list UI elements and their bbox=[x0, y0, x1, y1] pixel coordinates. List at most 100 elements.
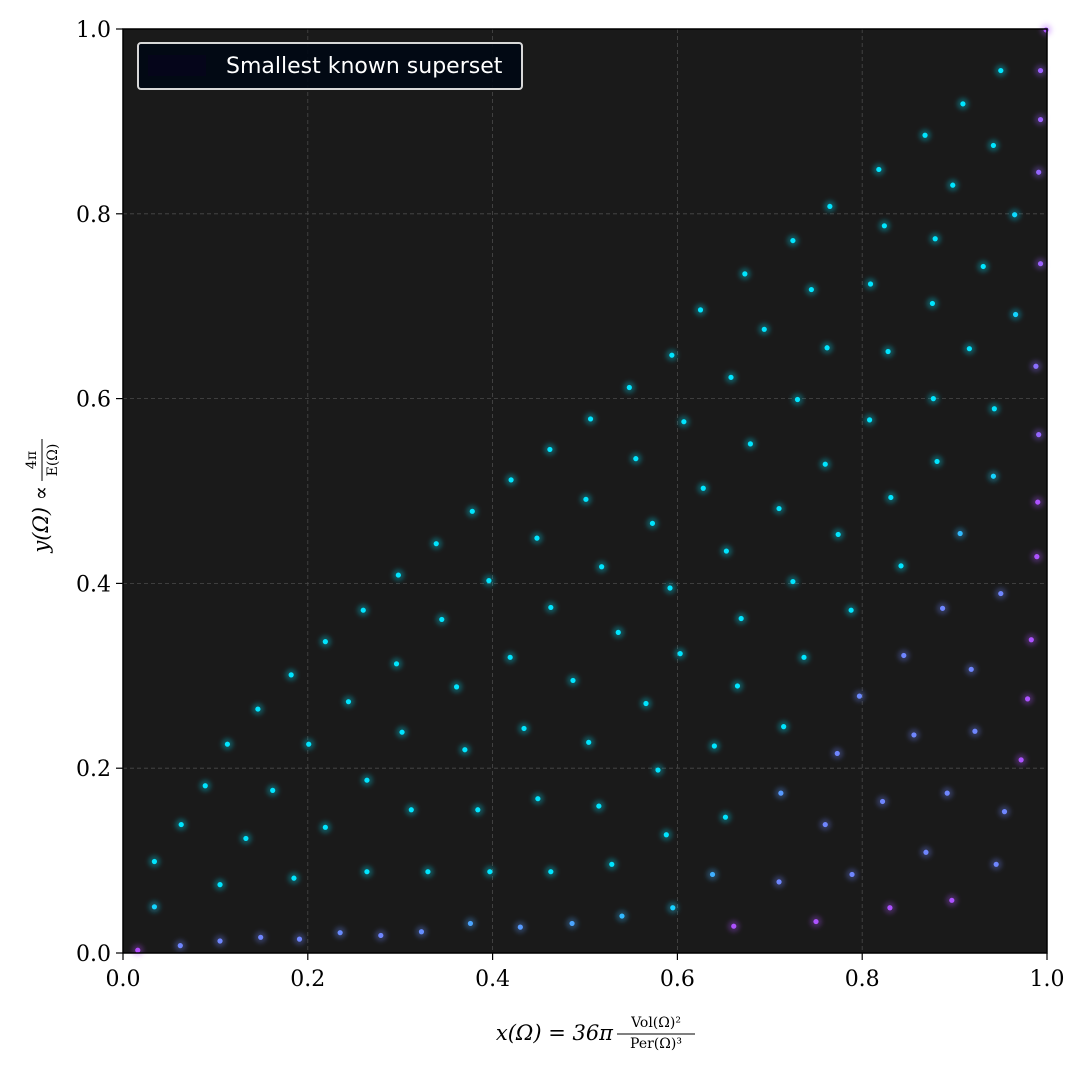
data-point bbox=[251, 703, 264, 716]
data-point bbox=[450, 680, 463, 693]
y-axis-label-lhs: y(Ω) ∝ bbox=[29, 486, 53, 554]
data-point bbox=[405, 803, 418, 816]
data-point bbox=[945, 894, 958, 907]
legend: Smallest known superset bbox=[137, 42, 523, 90]
data-point-dot bbox=[1036, 169, 1042, 175]
data-point-dot bbox=[547, 446, 553, 453]
data-point bbox=[878, 219, 891, 232]
data-point-dot bbox=[599, 564, 605, 570]
x-tick-label: 0.2 bbox=[290, 967, 325, 992]
data-point-dot bbox=[922, 132, 928, 138]
data-point bbox=[374, 929, 387, 942]
data-point-dot bbox=[1035, 499, 1041, 505]
data-point bbox=[483, 865, 496, 878]
data-point bbox=[797, 651, 810, 664]
data-point-dot bbox=[944, 790, 950, 796]
data-point bbox=[131, 944, 144, 957]
y-axis-label: y(Ω) ∝ 4π E(Ω) bbox=[24, 439, 61, 554]
x-axis-label-denominator: Per(Ω)³ bbox=[630, 1036, 682, 1052]
data-point bbox=[482, 574, 495, 587]
data-point-dot bbox=[306, 741, 312, 747]
data-point bbox=[518, 722, 531, 735]
data-point bbox=[660, 828, 673, 841]
data-point bbox=[773, 875, 786, 888]
data-point bbox=[777, 720, 790, 733]
data-point-dot bbox=[990, 473, 997, 479]
data-point bbox=[1009, 308, 1022, 321]
data-point-dot bbox=[609, 861, 615, 867]
data-point bbox=[821, 341, 834, 354]
data-point-dot bbox=[711, 743, 717, 749]
data-point bbox=[319, 635, 332, 648]
x-tick-label: 1.0 bbox=[1030, 967, 1065, 992]
data-point bbox=[724, 371, 737, 384]
data-point bbox=[946, 179, 959, 192]
data-point bbox=[1034, 257, 1047, 270]
data-point bbox=[791, 393, 804, 406]
data-point-dot bbox=[781, 724, 787, 730]
x-tick-label: 0.4 bbox=[475, 967, 510, 992]
data-point-dot bbox=[709, 871, 716, 878]
data-point-dot bbox=[790, 578, 796, 585]
data-point bbox=[435, 613, 448, 626]
data-point bbox=[148, 900, 161, 913]
data-point-dot bbox=[1037, 261, 1044, 267]
data-point bbox=[319, 821, 332, 834]
data-point bbox=[543, 443, 556, 456]
data-point-dot bbox=[395, 572, 401, 578]
data-point bbox=[584, 412, 597, 425]
data-point-dot bbox=[939, 605, 946, 611]
data-point bbox=[1030, 550, 1043, 563]
x-tick-label: 0.0 bbox=[106, 967, 141, 992]
data-point-dot bbox=[731, 923, 737, 929]
data-point bbox=[744, 437, 757, 450]
data-point bbox=[396, 726, 409, 739]
data-point-dot bbox=[649, 520, 656, 526]
data-point-dot bbox=[378, 932, 384, 939]
grid-lines bbox=[123, 29, 1047, 953]
data-point-dot bbox=[930, 396, 936, 402]
y-axis-label-denominator: E(Ω) bbox=[45, 444, 61, 477]
data-point bbox=[994, 587, 1007, 600]
data-point bbox=[664, 582, 677, 595]
data-point-dot bbox=[475, 807, 481, 813]
data-point bbox=[646, 517, 659, 530]
data-point-dot bbox=[966, 346, 972, 352]
data-point bbox=[994, 64, 1007, 77]
data-point bbox=[1031, 496, 1044, 509]
data-point bbox=[805, 283, 818, 296]
data-point bbox=[941, 787, 954, 800]
data-point bbox=[998, 805, 1011, 818]
data-point-dot bbox=[1001, 809, 1008, 815]
data-point bbox=[334, 926, 347, 939]
data-point bbox=[731, 679, 744, 692]
data-point-dot bbox=[960, 101, 966, 107]
data-point bbox=[1029, 360, 1042, 373]
data-point bbox=[965, 663, 978, 676]
data-point bbox=[666, 901, 679, 914]
data-point bbox=[1015, 753, 1028, 766]
data-point bbox=[148, 855, 161, 868]
data-point bbox=[360, 865, 373, 878]
data-point-dot bbox=[433, 541, 439, 547]
data-point-dot bbox=[980, 263, 986, 270]
data-point-dot bbox=[217, 938, 223, 944]
y-tick-label: 0.6 bbox=[76, 388, 111, 413]
y-tick-label: 0.0 bbox=[76, 942, 111, 967]
data-point-dot bbox=[1012, 212, 1018, 218]
data-point-dot bbox=[439, 616, 445, 623]
data-point-dot bbox=[425, 869, 431, 875]
data-point-dot bbox=[835, 531, 841, 538]
data-point-dot bbox=[885, 348, 891, 355]
data-point bbox=[927, 392, 940, 405]
data-point-dot bbox=[521, 725, 527, 732]
data-point bbox=[623, 381, 636, 394]
data-point-dot bbox=[697, 307, 704, 313]
data-point-dot bbox=[270, 787, 276, 793]
data-point-dot bbox=[178, 821, 184, 828]
legend-label: Smallest known superset bbox=[226, 54, 503, 79]
data-point-dot bbox=[761, 326, 767, 332]
data-point bbox=[819, 458, 832, 471]
data-point bbox=[895, 559, 908, 572]
data-point-dot bbox=[296, 936, 303, 942]
